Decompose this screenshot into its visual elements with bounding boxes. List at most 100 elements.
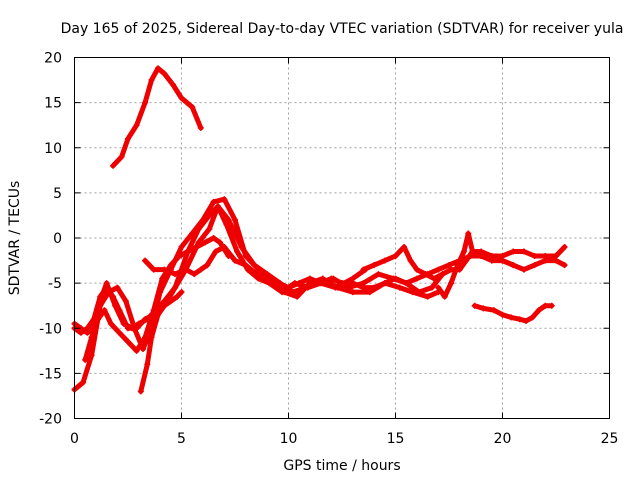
y-tick-label: 0 [53, 231, 62, 247]
x-tick-labels: 0 5 10 15 20 25 [70, 431, 618, 447]
data-point [520, 266, 527, 273]
data-point [371, 284, 378, 291]
data-point [520, 248, 527, 255]
y-tick-labels: -20 -15 -10 -5 0 5 10 15 20 [39, 51, 62, 428]
data-point [206, 225, 213, 232]
x-tick-label: 5 [177, 431, 186, 447]
data-point [529, 314, 536, 321]
x-tick-label: 25 [601, 431, 619, 447]
data-point [120, 320, 127, 327]
y-tick-label: 5 [53, 186, 62, 202]
data-point [154, 65, 161, 72]
data-point [88, 352, 95, 359]
data-point [172, 271, 179, 278]
data-point [392, 253, 399, 260]
data-point [191, 271, 198, 278]
data-point [193, 244, 200, 251]
data-point [360, 284, 367, 291]
data-point [234, 248, 241, 255]
data-point [413, 275, 420, 282]
data-point [448, 266, 455, 273]
data-point [110, 162, 117, 169]
data-point [279, 289, 286, 296]
series-line [435, 231, 568, 300]
data-point [508, 314, 515, 321]
data-point [214, 203, 221, 210]
series-arc-8 [204, 244, 517, 291]
data-point [431, 275, 438, 282]
data-point [148, 77, 155, 84]
data-point [454, 262, 461, 269]
data-point [516, 316, 523, 323]
data-point [439, 271, 446, 278]
data-point [465, 230, 472, 237]
data-point [317, 280, 324, 287]
data-point [122, 298, 129, 305]
x-tick-label: 0 [70, 431, 79, 447]
axis-ticks [74, 57, 610, 419]
data-point [471, 302, 478, 309]
data-point [510, 262, 517, 269]
data-point [133, 347, 140, 354]
x-tick-label: 20 [494, 431, 512, 447]
data-point [167, 262, 174, 269]
data-point [531, 253, 538, 260]
data-point [103, 280, 110, 287]
data-point [435, 266, 442, 273]
data-point [82, 356, 89, 363]
data-point [159, 275, 166, 282]
data-point [446, 262, 452, 269]
data-point [88, 334, 95, 341]
data-point [178, 244, 185, 251]
data-point [548, 302, 555, 309]
data-point [125, 338, 131, 345]
data-point [542, 257, 549, 264]
data-point [535, 307, 542, 314]
data-point [80, 379, 87, 386]
data-point [499, 311, 506, 318]
series-line [72, 203, 446, 336]
data-point [407, 257, 414, 264]
data-point [161, 302, 168, 309]
data-point [167, 298, 174, 305]
data-point [202, 239, 209, 246]
data-point [184, 248, 191, 255]
data-point [144, 361, 151, 368]
data-point [242, 262, 249, 269]
data-point [174, 293, 181, 300]
data-point [469, 248, 476, 255]
data-point [176, 253, 183, 260]
data-point [349, 289, 356, 296]
x-tick-label: 10 [280, 431, 298, 447]
data-point [142, 334, 149, 341]
data-point [460, 248, 467, 255]
y-tick-label: -15 [39, 366, 62, 382]
y-tick-label: 15 [44, 96, 62, 112]
data-point [422, 271, 429, 278]
y-tick-label: -20 [39, 412, 62, 428]
data-point [416, 289, 423, 296]
data-point [304, 284, 311, 291]
series-arc-2 [71, 203, 369, 336]
data-point [542, 302, 549, 309]
data-point [154, 311, 161, 318]
data-point [381, 257, 388, 264]
data-point [274, 280, 281, 287]
series-arc-5 [82, 235, 232, 363]
data-point [133, 122, 140, 129]
data-point [232, 257, 238, 264]
data-point [392, 275, 399, 282]
data-point [161, 70, 168, 77]
data-point [253, 271, 260, 278]
data-point [328, 275, 335, 282]
data-point [334, 284, 341, 291]
y-tick-label: -10 [39, 321, 62, 337]
data-point [169, 81, 176, 88]
data-point [114, 284, 121, 291]
data-point [480, 305, 487, 312]
data-point [428, 284, 435, 291]
data-point [139, 346, 146, 353]
data-point [112, 302, 119, 309]
data-point [210, 235, 217, 241]
data-point [488, 257, 495, 264]
